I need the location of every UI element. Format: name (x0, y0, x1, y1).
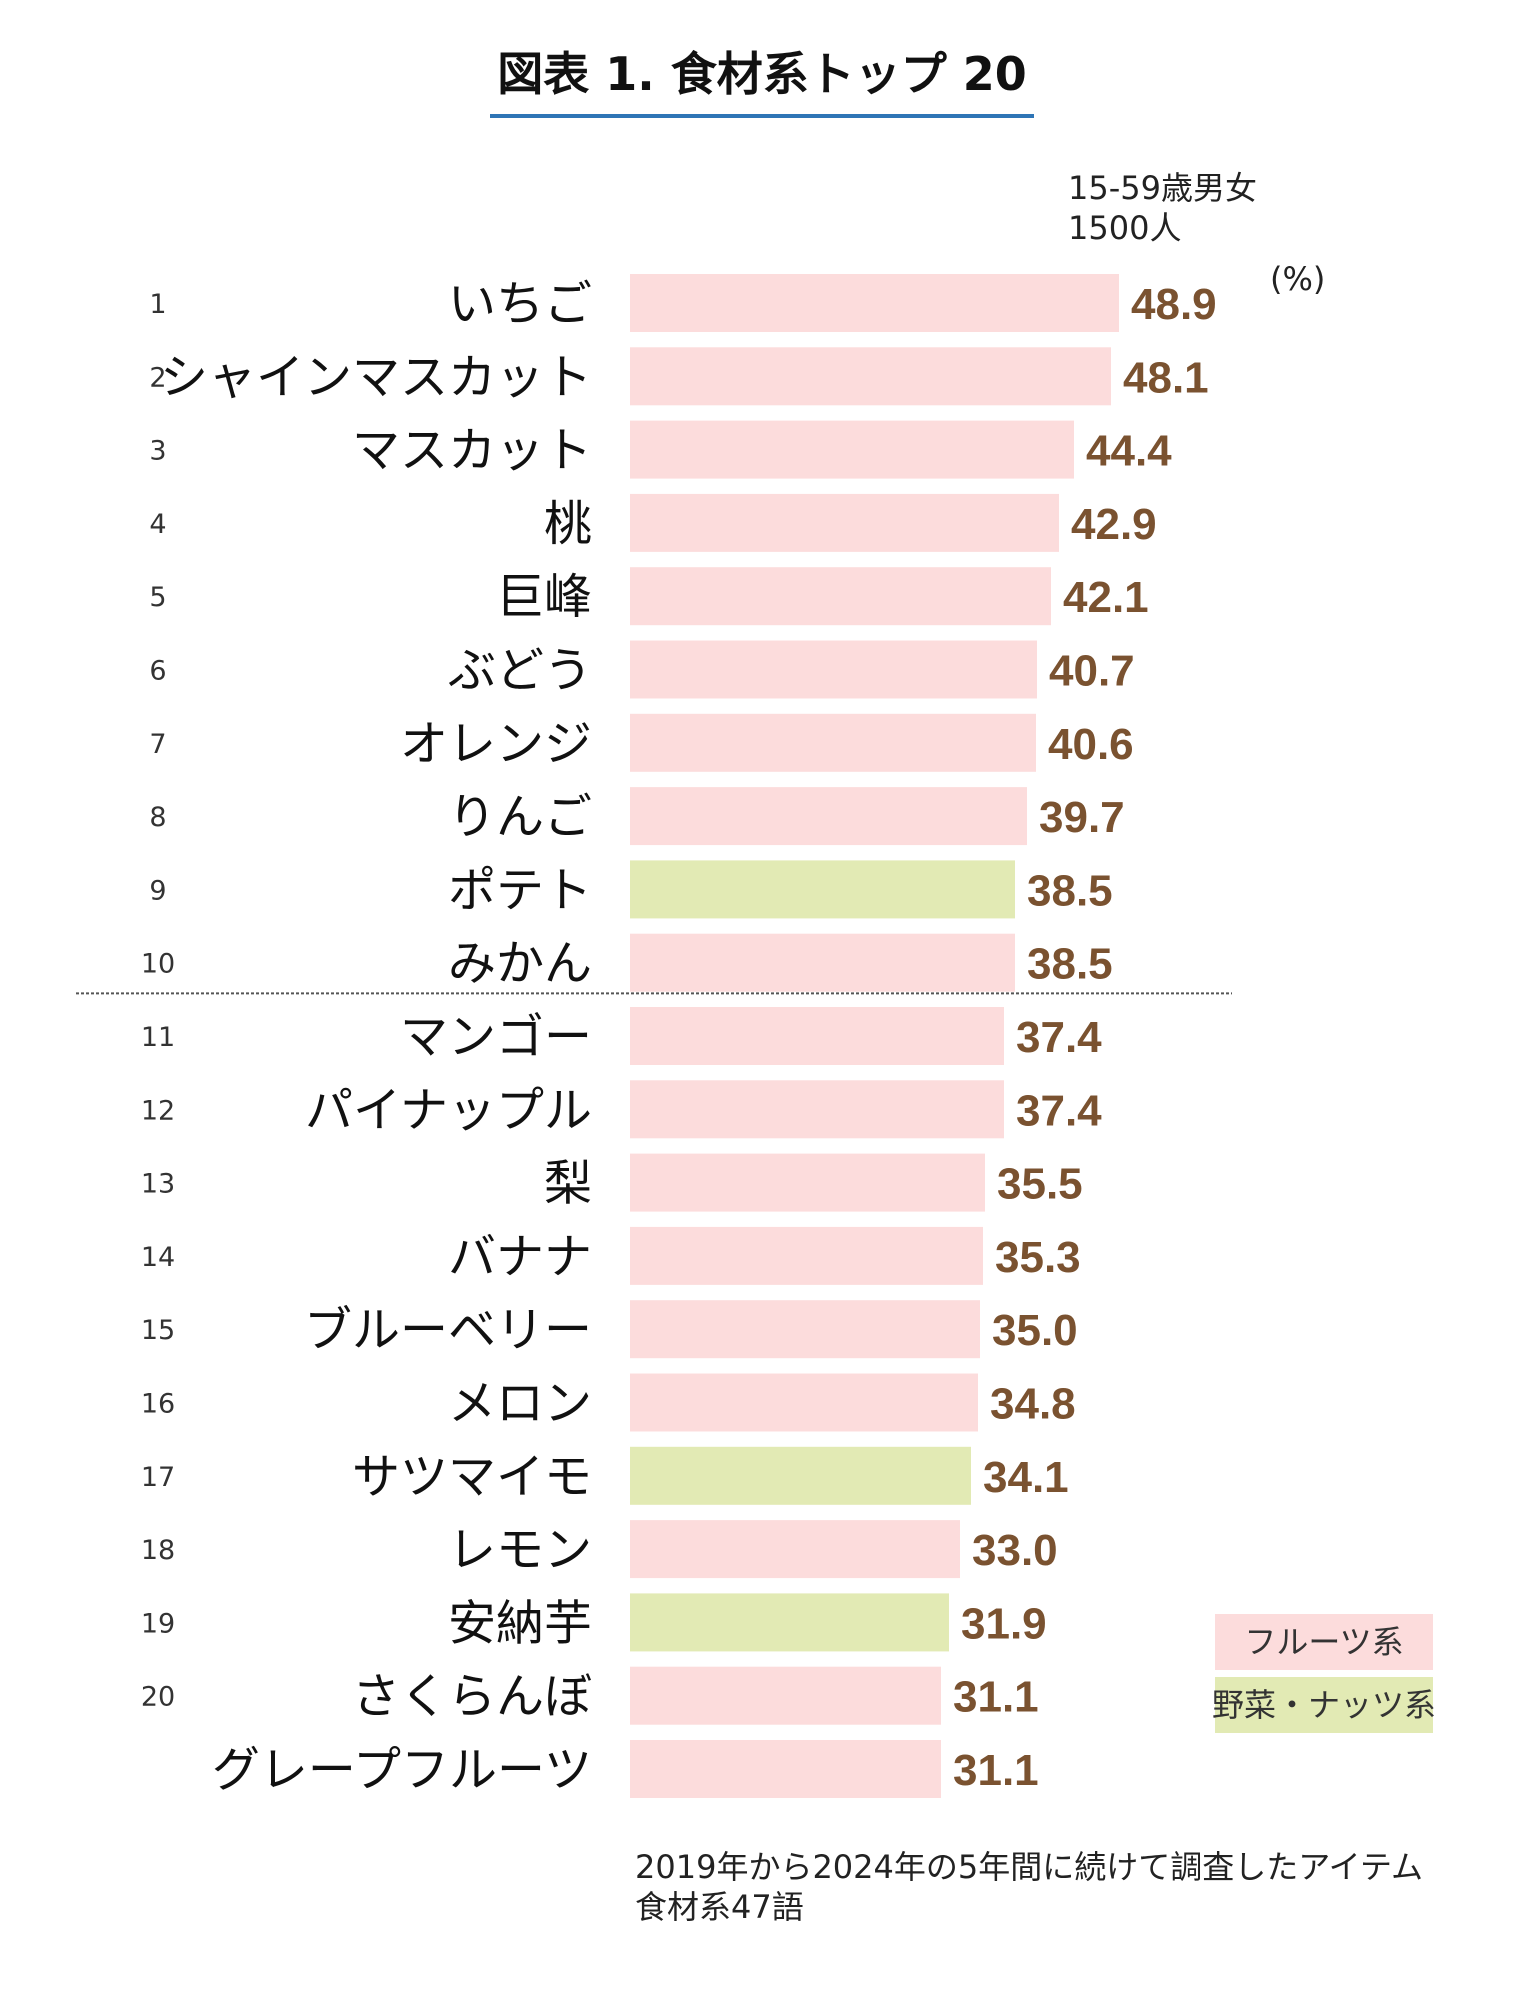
category-label-21: グレープフルーツ (212, 1742, 592, 1798)
category-label-11: マンゴー (400, 1009, 592, 1065)
rank-label-4: 4 (149, 509, 166, 540)
legend: フルーツ系 野菜・ナッツ系 (1212, 1614, 1436, 1733)
bar-2 (630, 347, 1111, 406)
rank-label-18: 18 (141, 1535, 175, 1566)
category-label-9: ポテト (448, 862, 592, 918)
category-label-1: いちご (448, 276, 592, 332)
bar-18 (630, 1520, 960, 1579)
bar-1 (630, 274, 1119, 332)
category-label-16: メロン (448, 1376, 592, 1432)
rank-label-14: 14 (141, 1242, 175, 1273)
value-label-17: 34.1 (983, 1453, 1069, 1502)
rank-label-7: 7 (149, 729, 166, 760)
value-label-19: 31.9 (961, 1599, 1047, 1648)
sample-note-line-2: 1500人 (1068, 209, 1181, 247)
footer-note-line-1: 2019年から2024年の5年間に続けて調査したアイテム (635, 1848, 1423, 1886)
sample-note-line-1: 15-59歳男女 (1068, 169, 1257, 207)
rank-label-6: 6 (149, 656, 166, 687)
bar-14 (630, 1226, 983, 1285)
legend-label-veg: 野菜・ナッツ系 (1212, 1686, 1436, 1724)
bar-3 (630, 420, 1074, 479)
value-label-21: 31.1 (953, 1746, 1039, 1795)
category-label-8: りんご (448, 789, 592, 845)
rank-label-9: 9 (149, 875, 166, 906)
value-label-10: 38.5 (1027, 940, 1113, 989)
bar-5 (630, 567, 1051, 626)
value-label-12: 37.4 (1016, 1086, 1102, 1135)
rank-label-17: 17 (141, 1462, 175, 1493)
rank-label-2: 2 (149, 362, 166, 393)
category-label-7: オレンジ (400, 716, 592, 772)
category-label-13: 梨 (544, 1156, 592, 1212)
category-label-6: ぶどう (448, 643, 592, 699)
value-label-16: 34.8 (990, 1380, 1076, 1429)
value-label-9: 38.5 (1027, 866, 1113, 915)
value-label-18: 33.0 (972, 1526, 1058, 1575)
value-label-15: 35.0 (992, 1306, 1078, 1355)
value-label-1: 48.9 (1131, 280, 1217, 329)
value-label-2: 48.1 (1123, 353, 1209, 402)
value-label-14: 35.3 (995, 1233, 1081, 1282)
bar-8 (630, 787, 1027, 846)
bar-10 (630, 933, 1015, 992)
rank-label-13: 13 (141, 1169, 175, 1200)
rank-label-15: 15 (141, 1315, 175, 1346)
bar-6 (630, 640, 1037, 699)
bar-7 (630, 713, 1036, 772)
value-label-13: 35.5 (997, 1160, 1083, 1209)
category-label-4: 桃 (544, 496, 592, 552)
category-label-20: さくらんぼ (352, 1669, 592, 1725)
category-label-12: パイナップル (305, 1082, 592, 1138)
bar-9 (630, 860, 1015, 919)
value-label-3: 44.4 (1086, 427, 1172, 476)
category-label-5: 巨峰 (496, 569, 592, 625)
unit-label: (%) (1270, 260, 1325, 298)
bar-11 (630, 1007, 1004, 1065)
category-label-15: ブルーベリー (304, 1302, 592, 1358)
bar-20 (630, 1666, 941, 1725)
rank-label-20: 20 (141, 1682, 175, 1713)
value-label-8: 39.7 (1039, 793, 1125, 842)
bar-21 (630, 1740, 941, 1798)
rank-label-19: 19 (141, 1608, 175, 1639)
title-underline (490, 114, 1034, 118)
bar-19 (630, 1593, 949, 1652)
chart-title: 図表 1. 食材系トップ 20 (497, 47, 1027, 101)
category-label-2: シャインマスカット (160, 349, 592, 405)
bar-15 (630, 1300, 980, 1359)
value-label-5: 42.1 (1063, 573, 1149, 622)
rank-label-11: 11 (141, 1022, 175, 1053)
category-label-14: バナナ (448, 1229, 592, 1285)
bar-16 (630, 1373, 978, 1432)
footer-note-line-2: 食材系47語 (635, 1888, 804, 1926)
rank-label-5: 5 (149, 582, 166, 613)
bar-13 (630, 1153, 985, 1212)
legend-label-fruit: フルーツ系 (1244, 1623, 1403, 1661)
category-label-19: 安納芋 (448, 1595, 592, 1651)
value-label-7: 40.6 (1048, 720, 1134, 769)
value-label-20: 31.1 (953, 1673, 1039, 1722)
value-label-6: 40.7 (1049, 647, 1135, 696)
rank-label-12: 12 (141, 1095, 175, 1126)
category-label-3: マスカット (352, 423, 592, 479)
bar-17 (630, 1446, 971, 1505)
value-label-4: 42.9 (1071, 500, 1157, 549)
category-label-17: サツマイモ (352, 1449, 592, 1505)
bar-12 (630, 1080, 1004, 1139)
rank-label-1: 1 (149, 289, 166, 320)
rank-label-3: 3 (149, 436, 166, 467)
rank-label-8: 8 (149, 802, 166, 833)
bar-4 (630, 493, 1059, 552)
category-label-10: みかん (448, 936, 592, 992)
legend-swatch-fruit (1215, 1614, 1433, 1670)
rank-label-10: 10 (141, 949, 175, 980)
rank-label-16: 16 (141, 1389, 175, 1420)
category-label-18: レモン (448, 1522, 592, 1578)
value-label-11: 37.4 (1016, 1013, 1102, 1062)
legend-swatch-veg (1215, 1677, 1433, 1733)
